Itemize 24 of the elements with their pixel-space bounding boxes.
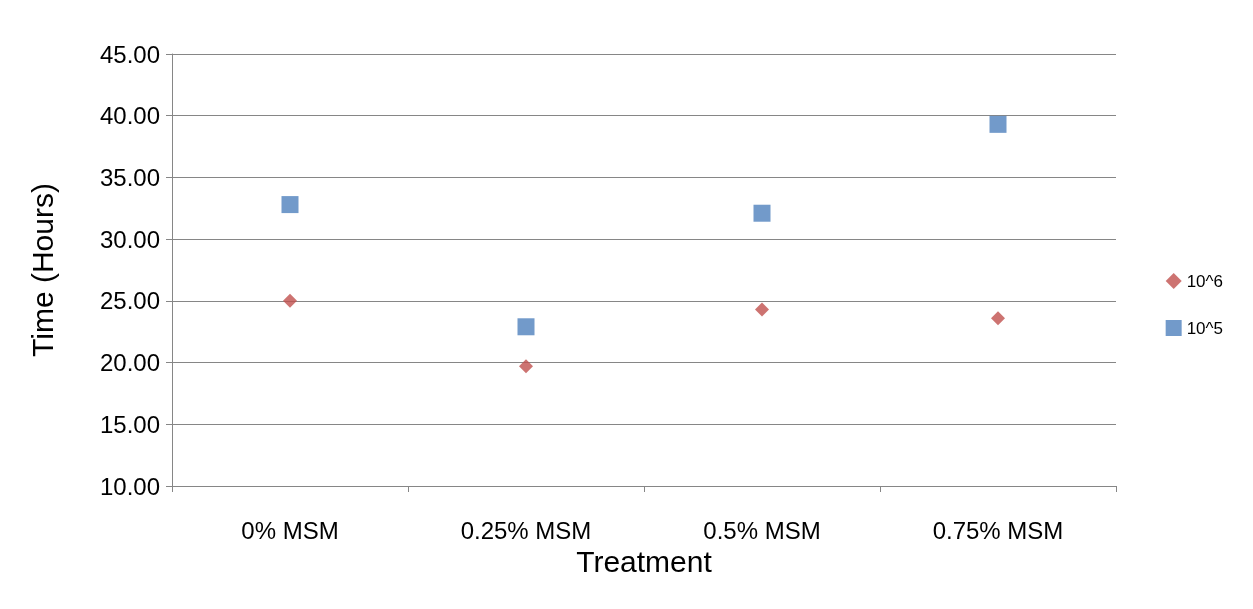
y-tick-label: 25.00 xyxy=(99,287,160,315)
legend-label: 10^6 xyxy=(1186,271,1223,291)
x-tick-label: 0.75% MSM xyxy=(932,516,1064,544)
y-tick-label: 35.00 xyxy=(99,163,160,191)
x-tick-label: 0% MSM xyxy=(241,516,339,544)
y-tick-label: 30.00 xyxy=(99,225,160,253)
point xyxy=(519,359,533,374)
point xyxy=(283,293,297,308)
y-tick-label: 40.00 xyxy=(99,102,160,130)
y-tick-label: 10.00 xyxy=(99,472,160,500)
y-axis-title: Time (Hours) xyxy=(25,183,59,357)
point xyxy=(989,115,1007,133)
point xyxy=(517,318,535,336)
x-axis-title: Treatment xyxy=(576,545,713,579)
legend-label: 10^5 xyxy=(1186,318,1223,338)
y-tick-label: 20.00 xyxy=(99,349,160,377)
x-tick-label: 0.5% MSM xyxy=(703,516,821,544)
y-tick-label: 15.00 xyxy=(99,410,160,438)
point xyxy=(753,204,771,222)
x-tick-label: 0.25% MSM xyxy=(460,516,592,544)
point xyxy=(281,196,299,214)
point xyxy=(755,302,769,317)
y-tick-label: 45.00 xyxy=(99,40,160,68)
point xyxy=(991,311,1005,326)
